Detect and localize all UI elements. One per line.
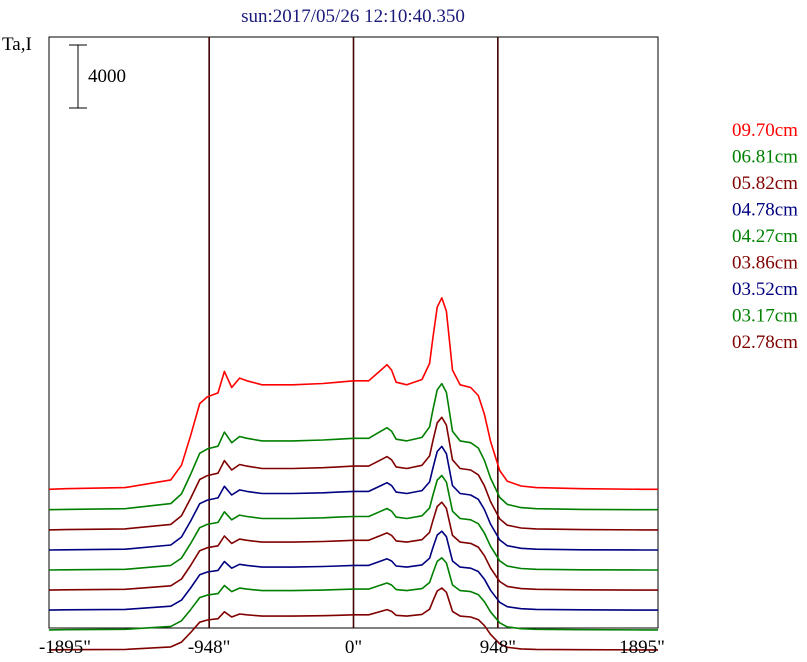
- series-line-02.78cm: [48, 587, 658, 651]
- legend: 09.70cm 06.81cm 05.82cm 04.78cm 04.27cm 03.86…: [732, 120, 798, 353]
- scale-bar: 4000: [69, 44, 126, 109]
- legend-entry-04.27cm: 04.27cm: [732, 226, 798, 247]
- series-line-03.52cm: [48, 530, 658, 611]
- legend-entry-03.52cm: 03.52cm: [732, 279, 798, 300]
- series-line-04.27cm: [48, 474, 658, 571]
- series-line-09.70cm: [48, 296, 658, 491]
- legend-entry-03.17cm: 03.17cm: [732, 306, 798, 327]
- series-line-06.81cm: [48, 382, 658, 511]
- series-line-03.17cm: [48, 556, 658, 631]
- x-tick-label-2: 0": [345, 637, 362, 658]
- legend-entry-05.82cm: 05.82cm: [732, 173, 798, 194]
- legend-entry-09.70cm: 09.70cm: [732, 120, 798, 141]
- series-line-03.86cm: [48, 501, 658, 591]
- series-line-04.78cm: [48, 445, 658, 551]
- chart-title: sun:2017/05/26 12:10:40.350: [241, 6, 465, 27]
- y-axis-label: Ta,I: [2, 34, 32, 55]
- x-tick-label-3: 948": [480, 637, 516, 658]
- series-line-05.82cm: [48, 416, 658, 531]
- scale-bar-label: 4000: [88, 66, 126, 87]
- legend-entry-04.78cm: 04.78cm: [732, 200, 798, 221]
- x-tick-label-4: 1895": [619, 637, 665, 658]
- series-lines: [48, 296, 658, 651]
- legend-entry-06.81cm: 06.81cm: [732, 147, 798, 168]
- vertical-reference-lines: [208, 37, 499, 628]
- x-tick-label-0: -1895": [39, 637, 91, 658]
- x-tick-label-1: -948": [188, 637, 231, 658]
- legend-entry-02.78cm: 02.78cm: [732, 332, 798, 353]
- x-tick-labels: -1895" -948" 0" 948" 1895": [39, 637, 665, 658]
- legend-entry-03.86cm: 03.86cm: [732, 253, 798, 274]
